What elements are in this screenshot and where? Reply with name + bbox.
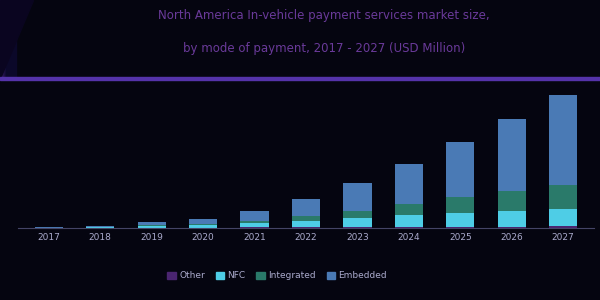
Bar	[395, 227, 423, 228]
Bar	[189, 224, 217, 225]
Bar	[549, 209, 577, 226]
Bar	[549, 226, 577, 228]
Bar	[86, 227, 115, 228]
Bar	[292, 216, 320, 221]
Bar	[549, 184, 577, 209]
Bar	[497, 211, 526, 226]
Bar	[343, 227, 371, 228]
Legend: Other, NFC, Integrated, Embedded: Other, NFC, Integrated, Embedded	[164, 268, 391, 284]
Bar	[395, 215, 423, 227]
Bar	[446, 142, 475, 197]
Bar	[343, 211, 371, 218]
Bar	[241, 221, 269, 223]
Bar	[241, 227, 269, 228]
Bar	[497, 191, 526, 211]
Text: North America In-vehicle payment services market size,: North America In-vehicle payment service…	[158, 9, 490, 22]
Bar	[189, 219, 217, 224]
Bar	[292, 221, 320, 227]
Text: by mode of payment, 2017 - 2027 (USD Million): by mode of payment, 2017 - 2027 (USD Mil…	[183, 42, 465, 55]
Bar	[86, 226, 115, 227]
Bar	[241, 211, 269, 221]
Bar	[189, 225, 217, 228]
Bar	[395, 164, 423, 204]
Bar	[446, 197, 475, 213]
Bar	[137, 225, 166, 226]
Bar	[343, 218, 371, 227]
Bar	[497, 119, 526, 191]
Bar	[549, 95, 577, 184]
Bar	[137, 222, 166, 225]
Bar	[292, 227, 320, 228]
Bar	[343, 183, 371, 211]
Bar	[292, 199, 320, 216]
Bar	[241, 223, 269, 227]
Bar	[446, 213, 475, 227]
Bar	[497, 226, 526, 228]
Bar	[137, 226, 166, 228]
Bar	[446, 227, 475, 228]
Bar	[395, 204, 423, 215]
